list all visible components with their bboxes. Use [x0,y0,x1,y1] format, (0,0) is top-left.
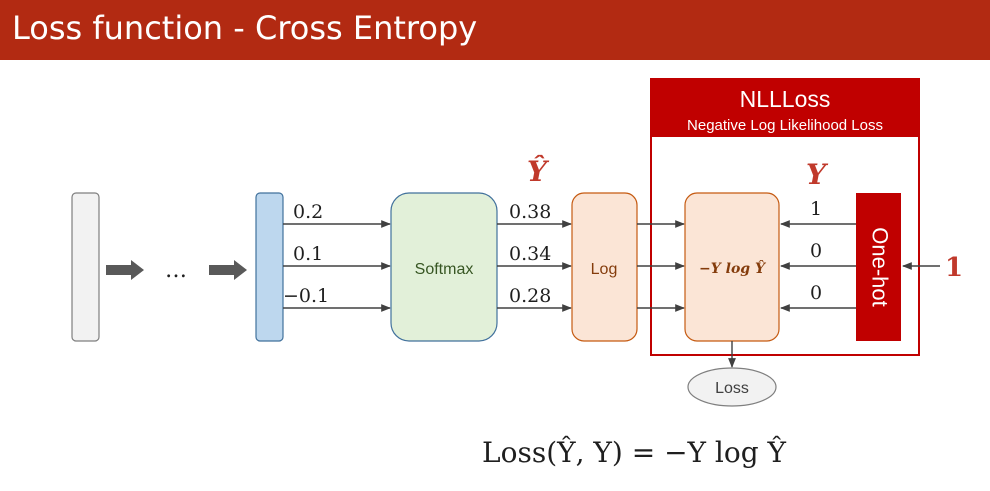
input-layer [71,192,100,342]
softmax-label: Softmax [415,261,474,278]
one-hot-label: One-hot [868,227,893,307]
title-bar: Loss function - Cross Entropy [0,0,990,60]
logit-layer [255,192,284,342]
nll-loss-header [651,79,919,137]
loss-formula: Loss(Ŷ, Y) = −Y log Ŷ [482,436,787,469]
log-node [571,192,638,342]
target-value: 1 [810,198,822,220]
one-hot-node [856,193,901,341]
flow-arrow-icon [209,260,247,280]
logit-value: 0.1 [293,243,323,265]
probability-value: 0.38 [509,201,551,223]
flow-arrow-icon [106,260,144,280]
nll-loss-subtitle: Negative Log Likelihood Loss [687,117,883,134]
ellipsis: … [165,258,187,283]
softmax-node [390,192,498,342]
nll-loss-title: NLLLoss [740,86,831,112]
log-label: Log [591,261,618,278]
slide-title: Loss function - Cross Entropy [12,9,478,47]
y-label: Y [806,158,829,191]
target-value: 0 [810,282,822,304]
logit-value: −0.1 [283,285,329,307]
loss-node [687,367,777,407]
y-hat-label: Ŷ [527,155,550,188]
probability-value: 0.28 [509,285,551,307]
target-value: 0 [810,240,822,262]
logit-value: 0.2 [293,201,323,223]
probability-value: 0.34 [509,243,551,265]
loss-label: Loss [715,380,749,397]
neg-log-likelihood-label: −Y log Ŷ [699,259,767,277]
class-index: 1 [945,253,963,283]
